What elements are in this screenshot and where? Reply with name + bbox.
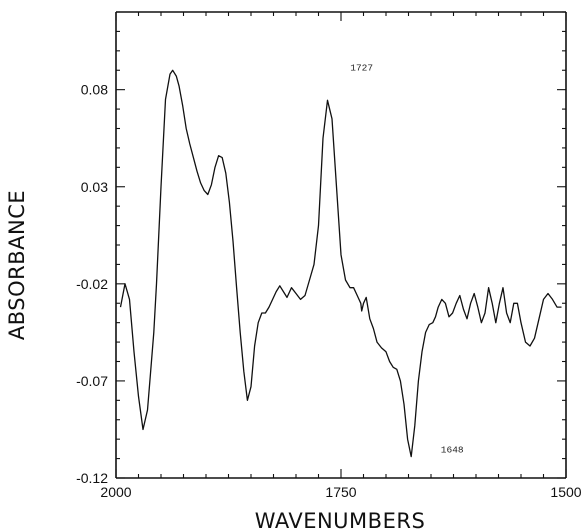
y-tick-label: 0.03 <box>81 179 108 195</box>
x-tick-label: 2000 <box>100 484 131 500</box>
x-tick-label: 1750 <box>325 484 356 500</box>
plot-area <box>119 69 562 458</box>
y-tick-label: -0.02 <box>76 276 108 292</box>
y-tick-label: -0.12 <box>76 470 108 486</box>
y-tick-label: -0.07 <box>76 373 108 389</box>
x-tick-label: 1500 <box>550 484 581 500</box>
peak-annotation: 1727 <box>350 62 373 73</box>
annotations: 1727 1648 <box>350 62 464 455</box>
x-axis-title: WAVENUMBERS <box>255 509 426 531</box>
y-tick-label: 0.08 <box>81 82 108 98</box>
y-axis-title: ABSORBANCE <box>5 190 29 340</box>
peak-annotation: 1648 <box>441 445 464 456</box>
spectrum-line <box>119 69 562 458</box>
